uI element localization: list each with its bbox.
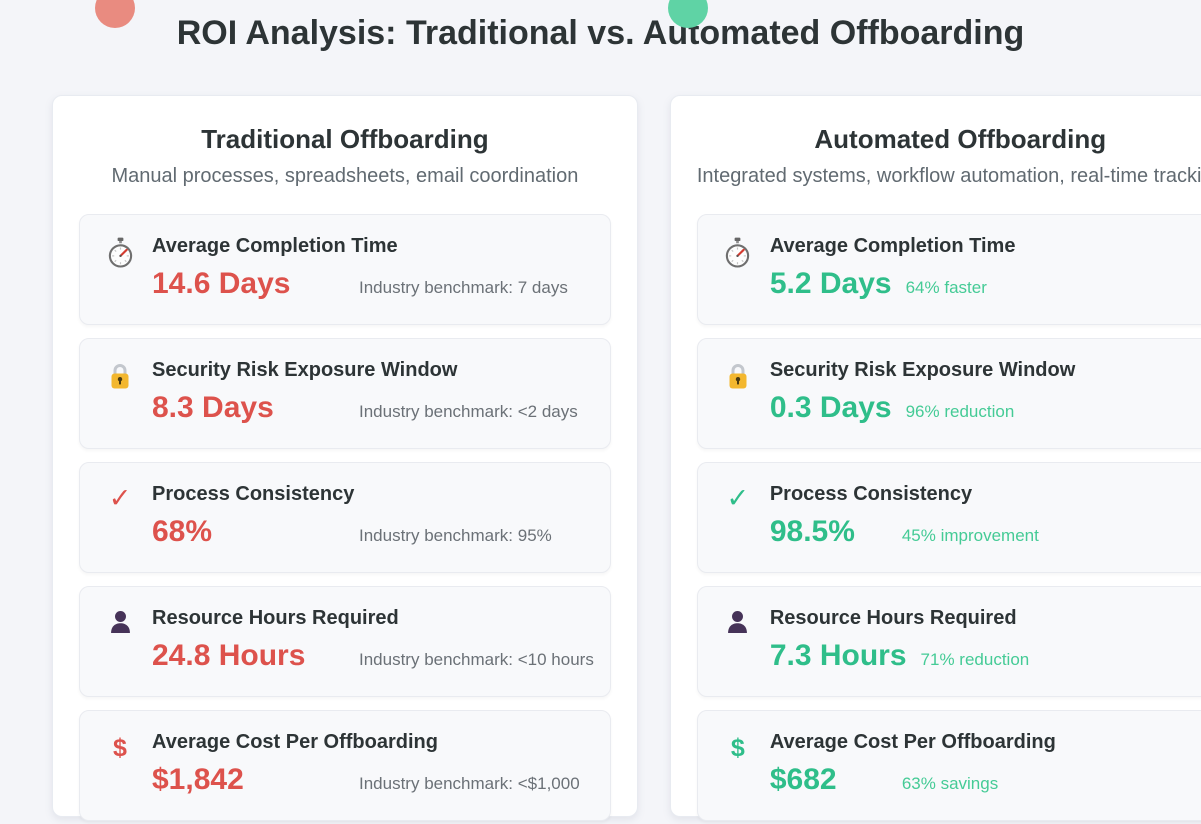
- metric-value-row: 24.8 Hours Industry benchmark: <10 hours: [152, 639, 594, 673]
- metric-value: 8.3 Days: [152, 391, 274, 425]
- metric-value: 68%: [152, 515, 213, 549]
- metric-value: 24.8 Hours: [152, 639, 306, 673]
- dollar-icon: $: [113, 734, 127, 763]
- metric-label: Security Risk Exposure Window: [152, 359, 458, 382]
- panel-title: Traditional Offboarding: [201, 124, 489, 155]
- metric-body: Security Risk Exposure Window 0.3 Days 9…: [770, 359, 1201, 425]
- stopwatch-icon: [712, 235, 764, 269]
- metric-body: Security Risk Exposure Window 8.3 Days I…: [152, 359, 594, 425]
- metric-label: Security Risk Exposure Window: [769, 359, 1076, 382]
- metric-label: Average Completion Time: [152, 235, 398, 258]
- person-icon: [94, 607, 146, 635]
- metric-value: 5.2 Days: [769, 267, 892, 301]
- metric-label: Average Cost Per Offboarding: [769, 731, 1056, 754]
- metric-benchmark-note: 64% faster: [905, 278, 987, 298]
- metric-card: Resource Hours Required 24.8 Hours Indus…: [79, 586, 611, 698]
- metric-list: Average Completion Time 14.6 Days Indust…: [79, 214, 611, 822]
- panel-subtitle: Manual processes, spreadsheets, email co…: [111, 165, 579, 188]
- dollar-icon: $: [730, 734, 745, 763]
- metric-benchmark-note: Industry benchmark: <$1,000: [359, 774, 580, 794]
- metric-card: ✓ Process Consistency 98.5% 45% improvem…: [696, 462, 1201, 574]
- metric-value: $682: [769, 763, 837, 797]
- metric-body: Average Cost Per Offboarding $682 63% sa…: [770, 731, 1201, 797]
- metric-benchmark-note: Industry benchmark: 7 days: [359, 278, 568, 298]
- metric-benchmark-note: Industry benchmark: 95%: [359, 526, 552, 546]
- metric-card: Average Completion Time 5.2 Days 64% fas…: [696, 214, 1201, 326]
- metric-value-row: 5.2 Days 64% faster: [770, 267, 1201, 301]
- metric-value: $1,842: [152, 763, 244, 797]
- metric-value-row: 14.6 Days Industry benchmark: 7 days: [152, 267, 594, 301]
- metric-label: Average Completion Time: [769, 235, 1016, 258]
- metric-body: Average Completion Time 14.6 Days Indust…: [152, 235, 594, 301]
- metric-label: Resource Hours Required: [769, 607, 1017, 630]
- metric-body: Average Completion Time 5.2 Days 64% fas…: [770, 235, 1201, 301]
- panel-title: Automated Offboarding: [814, 124, 1107, 155]
- metric-value-row: 7.3 Hours 71% reduction: [770, 639, 1201, 673]
- metric-benchmark-note: Industry benchmark: <10 hours: [359, 650, 594, 670]
- metric-card: $ Average Cost Per Offboarding $682 63% …: [696, 710, 1201, 822]
- metric-body: Resource Hours Required 7.3 Hours 71% re…: [770, 607, 1201, 673]
- checkmark-icon: ✓: [726, 483, 750, 514]
- metric-benchmark-note: 96% reduction: [905, 402, 1015, 422]
- lock-icon: [94, 359, 146, 391]
- metric-value-row: $682 63% savings: [770, 763, 1201, 797]
- metric-card: $ Average Cost Per Offboarding $1,842 In…: [79, 710, 611, 822]
- checkmark-icon: ✓: [108, 483, 132, 514]
- metric-list: Average Completion Time 5.2 Days 64% fas…: [696, 214, 1201, 822]
- metric-card: Security Risk Exposure Window 0.3 Days 9…: [696, 338, 1201, 450]
- metric-benchmark-note: 71% reduction: [920, 650, 1030, 670]
- metric-value-row: 68% Industry benchmark: 95%: [152, 515, 594, 549]
- metric-benchmark-note: 45% improvement: [901, 526, 1039, 546]
- metric-body: Resource Hours Required 24.8 Hours Indus…: [152, 607, 594, 673]
- metric-benchmark-note: Industry benchmark: <2 days: [359, 402, 578, 422]
- metric-value: 98.5%: [769, 515, 855, 549]
- person-icon: [712, 607, 764, 635]
- metric-value-row: $1,842 Industry benchmark: <$1,000: [152, 763, 594, 797]
- panel-subtitle: Integrated systems, workflow automation,…: [696, 165, 1201, 188]
- metric-value-row: 8.3 Days Industry benchmark: <2 days: [152, 391, 594, 425]
- metric-value: 7.3 Hours: [769, 639, 907, 673]
- metric-card: Security Risk Exposure Window 8.3 Days I…: [79, 338, 611, 450]
- metric-card: ✓ Process Consistency 68% Industry bench…: [79, 462, 611, 574]
- metric-label: Average Cost Per Offboarding: [152, 731, 438, 754]
- panel-automated: Automated Offboarding Integrated systems…: [669, 95, 1201, 822]
- lock-icon: [712, 359, 764, 391]
- metric-label: Process Consistency: [769, 483, 973, 506]
- metric-label: Resource Hours Required: [152, 607, 399, 630]
- metric-label: Process Consistency: [152, 483, 355, 506]
- metric-body: Process Consistency 68% Industry benchma…: [152, 483, 594, 549]
- metric-value: 14.6 Days: [152, 267, 291, 301]
- stopwatch-icon: [94, 235, 146, 269]
- page-title: ROI Analysis: Traditional vs. Automated …: [176, 14, 1025, 52]
- metric-value: 0.3 Days: [769, 391, 892, 425]
- metric-card: Average Completion Time 14.6 Days Indust…: [79, 214, 611, 326]
- metric-body: Process Consistency 98.5% 45% improvemen…: [770, 483, 1201, 549]
- panel-traditional: Traditional Offboarding Manual processes…: [52, 95, 638, 822]
- metric-card: Resource Hours Required 7.3 Hours 71% re…: [696, 586, 1201, 698]
- metric-value-row: 98.5% 45% improvement: [770, 515, 1201, 549]
- metric-body: Average Cost Per Offboarding $1,842 Indu…: [152, 731, 594, 797]
- metric-value-row: 0.3 Days 96% reduction: [770, 391, 1201, 425]
- comparison-panels: Traditional Offboarding Manual processes…: [0, 95, 1201, 822]
- metric-benchmark-note: 63% savings: [901, 774, 999, 794]
